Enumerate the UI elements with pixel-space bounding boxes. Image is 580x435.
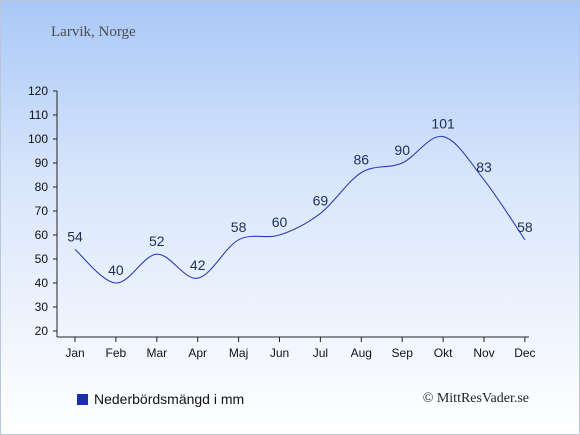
data-labels: 54 40 52 42 58 60 69 86 90 101 83 58 (67, 116, 533, 278)
data-label: 58 (517, 219, 533, 235)
x-tick-label: Sep (392, 346, 414, 360)
legend-swatch (77, 393, 88, 405)
credit-text: © MittResVader.se (422, 391, 529, 406)
data-label: 90 (394, 142, 410, 158)
y-tick-label: 100 (28, 132, 48, 146)
y-tick-label: 120 (28, 84, 48, 98)
y-tick-label: 20 (35, 324, 49, 338)
x-tick-label: Jul (313, 346, 328, 360)
y-tick-label: 30 (35, 300, 49, 314)
y-tick-label: 70 (35, 204, 49, 218)
data-label: 86 (354, 152, 370, 168)
x-tick-label: Feb (106, 346, 127, 360)
data-label: 58 (231, 219, 247, 235)
data-label: 40 (108, 262, 124, 278)
legend: Nederbördsmängd i mm (77, 391, 244, 407)
legend-label: Nederbördsmängd i mm (94, 391, 245, 407)
x-tick-label: Jan (65, 346, 84, 360)
x-tick-label: Apr (188, 346, 207, 360)
x-tick-label: Maj (229, 346, 248, 360)
x-tick-label: Okt (434, 346, 453, 360)
data-label: 60 (272, 214, 288, 230)
data-label: 52 (149, 233, 165, 249)
data-label: 101 (431, 116, 455, 132)
y-tick-label: 90 (35, 156, 49, 170)
data-label: 42 (190, 257, 206, 273)
x-tick-label: Jun (270, 346, 289, 360)
x-tick-label: Dec (514, 346, 535, 360)
data-label: 83 (476, 159, 492, 175)
data-label: 69 (313, 192, 329, 208)
y-tick-label: 110 (29, 108, 48, 122)
y-tick-label: 60 (35, 228, 49, 242)
x-tick-label: Nov (473, 346, 494, 360)
x-tick-label: Mar (146, 346, 167, 360)
y-axis-ticks: 20 30 40 50 60 70 80 90 100 110 120 (28, 84, 57, 338)
axes (56, 91, 529, 338)
series-line (74, 136, 526, 284)
data-label: 54 (67, 228, 83, 244)
chart-title: Larvik, Norge (51, 24, 136, 40)
x-tick-label: Aug (351, 346, 372, 360)
x-axis-ticks: Jan Feb Mar Apr Maj Jun Jul Aug Sep Okt Nov Dec (65, 337, 536, 360)
y-tick-label: 40 (35, 276, 49, 290)
y-tick-label: 80 (35, 180, 49, 194)
y-tick-label: 50 (35, 252, 49, 266)
